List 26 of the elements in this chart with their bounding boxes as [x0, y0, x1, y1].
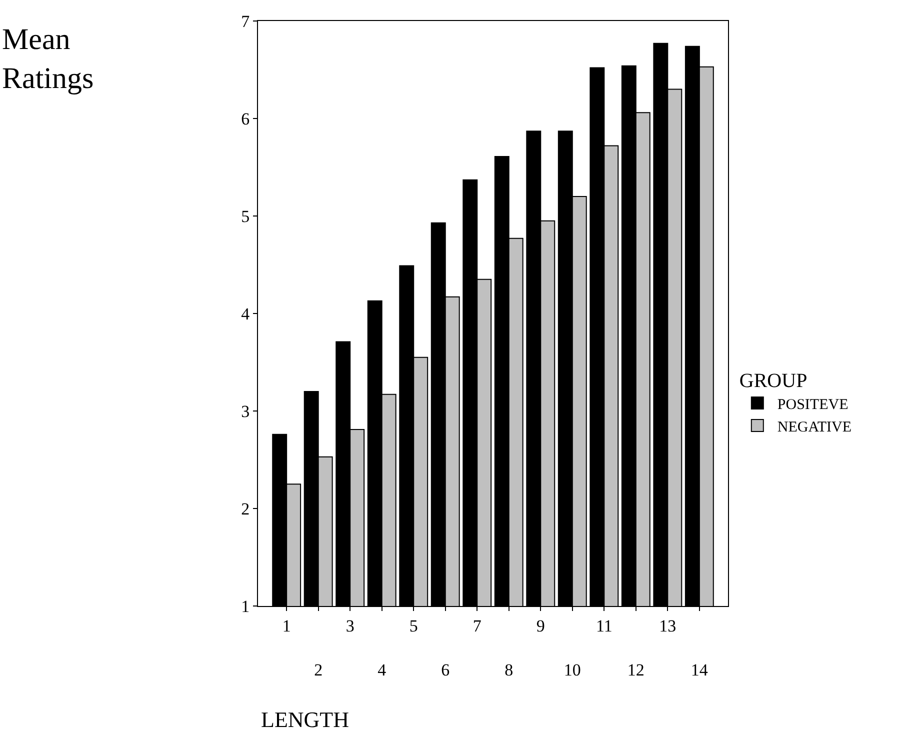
legend-label: POSITEVE — [777, 396, 848, 413]
y-tick-label: 5 — [241, 206, 250, 226]
x-tick-label: 2 — [314, 660, 323, 680]
x-axis-title: LENGTH — [261, 707, 350, 732]
x-tick-label: 8 — [504, 660, 514, 680]
y-tick-label: 4 — [241, 304, 250, 324]
y-tick-label: 2 — [241, 499, 250, 518]
x-tick-label: 7 — [472, 616, 482, 636]
x-tick-label: 4 — [378, 660, 387, 680]
legend-label: NEGATIVE — [777, 419, 852, 436]
x-tick-label: 1 — [282, 616, 291, 636]
x-tick-label: 5 — [409, 616, 418, 636]
x-tick-label: 12 — [627, 660, 644, 680]
y-tick-label: 1 — [241, 596, 250, 616]
y-axis-title: Mean Ratings — [2, 23, 94, 95]
y-tick-label: 6 — [241, 109, 250, 128]
x-tick-label: 3 — [346, 616, 354, 636]
x-tick-label: 11 — [596, 616, 612, 636]
x-tick-label: 9 — [536, 616, 545, 636]
legend-title: GROUP — [739, 370, 808, 392]
x-tick-label: 6 — [441, 660, 450, 680]
y-tick-label: 7 — [241, 12, 250, 31]
x-tick-label: 10 — [564, 660, 581, 680]
y-tick-label: 3 — [241, 402, 250, 421]
x-tick-label: 13 — [659, 616, 676, 636]
x-tick-label: 14 — [690, 660, 708, 680]
